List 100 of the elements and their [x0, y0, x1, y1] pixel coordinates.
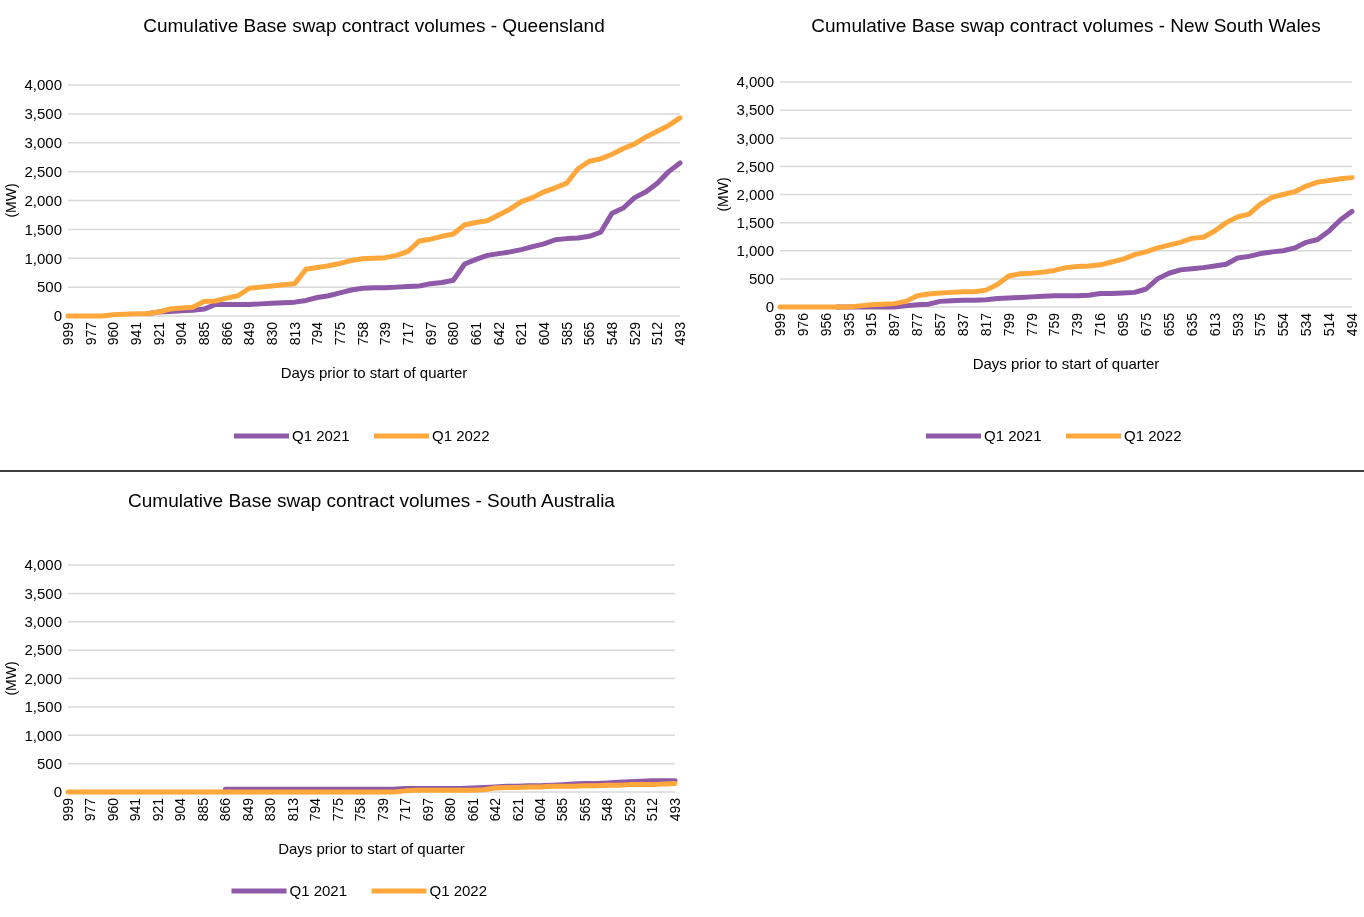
x-tick-label: 565: [576, 797, 593, 822]
x-tick-label: 885: [194, 797, 211, 822]
y-tick-label: 0: [765, 298, 774, 316]
x-tick-label: 739: [374, 797, 391, 822]
x-tick-label: 999: [59, 321, 76, 346]
x-tick-label: 956: [817, 312, 834, 337]
y-tick-label: 2,500: [736, 157, 774, 175]
x-tick-label: 779: [1023, 312, 1040, 337]
y-tick-label: 2,000: [736, 185, 774, 203]
x-tick-label: 680: [445, 321, 462, 346]
legend-label: Q1 2021: [984, 427, 1042, 445]
x-tick-label: 680: [442, 797, 459, 822]
x-tick-label: 621: [513, 321, 530, 346]
x-tick-label: 655: [1160, 312, 1177, 337]
x-tick-label: 794: [309, 321, 326, 346]
x-tick-label: 604: [535, 321, 552, 346]
x-tick-label: 675: [1137, 312, 1154, 337]
x-tick-label: 493: [671, 321, 688, 346]
x-tick-label: 512: [644, 797, 661, 822]
y-tick-label: 3,000: [24, 134, 62, 151]
x-tick-label: 739: [1069, 312, 1086, 337]
x-tick-label: 565: [581, 321, 598, 346]
y-tick-label: 1,000: [736, 242, 774, 259]
x-tick-label: 830: [262, 797, 279, 822]
x-tick-label: 534: [1298, 312, 1315, 337]
x-tick-label: 697: [419, 797, 436, 822]
y-tick-label: 2,500: [24, 641, 62, 659]
x-tick-label: 529: [626, 321, 643, 346]
y-tick-label: 1,500: [736, 213, 774, 231]
y-tick-label: 500: [748, 270, 774, 288]
x-tick-label: 775: [329, 797, 346, 822]
x-tick-label: 866: [217, 797, 234, 822]
x-tick-label: 717: [399, 321, 416, 346]
x-tick-label: 585: [558, 321, 575, 346]
y-tick-label: 3,500: [24, 105, 62, 123]
x-tick-label: 585: [554, 797, 571, 822]
x-tick-label: 548: [599, 797, 616, 822]
y-tick-label: 4,000: [736, 73, 774, 91]
x-axis-title: Days prior to start of quarter: [280, 364, 468, 381]
x-tick-label: 799: [1000, 312, 1017, 337]
x-tick-label: 904: [173, 321, 190, 346]
x-tick-label: 849: [241, 321, 258, 346]
y-tick-label: 3,000: [736, 129, 774, 147]
x-tick-label: 604: [532, 797, 549, 822]
x-tick-label: 794: [307, 797, 324, 822]
y-tick-label: 0: [53, 307, 62, 325]
legend-label: Q1 2022: [429, 882, 488, 900]
x-tick-label: 775: [331, 321, 348, 346]
x-tick-label: 593: [1229, 312, 1246, 337]
x-tick-label: 695: [1115, 312, 1132, 337]
chart-title: Cumulative Base swap contract volumes - New South Wales: [811, 15, 1321, 36]
legend-label: Q1 2021: [292, 427, 350, 445]
y-tick-label: 3,500: [24, 584, 62, 602]
x-tick-label: 758: [352, 797, 369, 822]
x-tick-label: 999: [59, 797, 76, 822]
x-tick-label: 866: [218, 321, 235, 346]
chart-title: Cumulative Base swap contract volumes - Queensland: [143, 15, 605, 36]
legend-label: Q1 2022: [432, 427, 490, 445]
x-tick-label: 739: [377, 321, 394, 346]
y-tick-label: 4,000: [24, 556, 62, 574]
x-tick-label: 960: [105, 321, 122, 346]
y-tick-label: 1,000: [24, 726, 62, 744]
x-tick-label: 849: [239, 797, 256, 822]
x-tick-label: 915: [863, 312, 880, 337]
x-tick-label: 635: [1183, 312, 1200, 337]
x-tick-label: 493: [666, 797, 683, 822]
x-tick-label: 642: [490, 321, 507, 346]
x-tick-label: 921: [150, 321, 167, 346]
y-tick-label: 3,000: [24, 613, 62, 630]
x-tick-label: 897: [886, 312, 903, 337]
legend-label: Q1 2022: [1124, 427, 1182, 445]
x-tick-label: 921: [149, 797, 166, 822]
y-tick-label: 1,000: [24, 249, 62, 267]
legend-label: Q1 2021: [289, 882, 348, 900]
x-tick-label: 554: [1275, 312, 1292, 337]
x-tick-label: 661: [464, 797, 481, 822]
chart-title: Cumulative Base swap contract volumes - South Australia: [128, 490, 616, 511]
x-tick-label: 697: [422, 321, 439, 346]
x-axis-title: Days prior to start of quarter: [278, 840, 465, 857]
y-tick-label: 0: [53, 783, 62, 801]
x-tick-label: 716: [1092, 312, 1109, 337]
y-axis-title: (MW): [3, 661, 19, 696]
x-tick-label: 494: [1343, 312, 1360, 337]
x-tick-label: 613: [1206, 312, 1223, 337]
x-tick-label: 837: [954, 312, 971, 337]
x-tick-label: 877: [909, 312, 926, 337]
x-tick-label: 813: [284, 797, 301, 822]
x-tick-label: 857: [932, 312, 949, 337]
x-tick-label: 935: [840, 312, 857, 337]
x-tick-label: 941: [127, 797, 144, 822]
x-tick-label: 813: [286, 321, 303, 346]
x-tick-label: 977: [82, 797, 99, 822]
x-tick-label: 976: [794, 312, 811, 337]
x-tick-label: 661: [467, 321, 484, 346]
y-tick-label: 4,000: [24, 76, 62, 94]
x-tick-label: 621: [509, 797, 526, 822]
y-tick-label: 1,500: [24, 698, 62, 716]
x-tick-label: 514: [1321, 312, 1338, 337]
y-tick-label: 500: [36, 278, 62, 296]
x-tick-label: 529: [621, 797, 638, 822]
